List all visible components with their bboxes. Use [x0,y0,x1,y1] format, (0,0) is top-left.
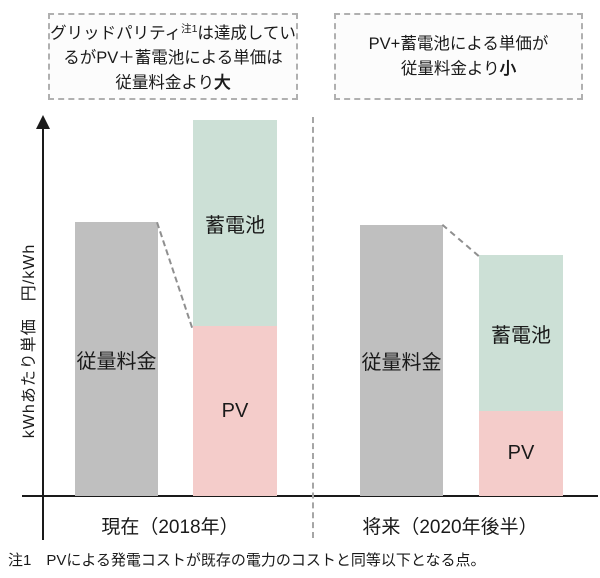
group-divider-dashed-line [312,117,314,538]
category-label-future: 将来（2020年後半） [362,517,538,538]
segment-current-battery: 蓄電池 [193,120,277,326]
y-axis-line [42,128,44,540]
callout-future-line2-pre: 従量料金より [400,59,500,78]
bar-future-pv-battery-stack: 蓄電池 PV [479,255,563,496]
bar-future-metered-tariff: 従量料金 [360,225,443,496]
footnote-ref-superscript: 注1 [181,22,198,35]
segment-future-pv: PV [479,411,563,496]
callout-current-line1: グリッドパリティ注1は達成してい [50,17,296,47]
callout-future-emphasis: 小 [499,59,517,78]
callout-current-emphasis: 大 [214,74,231,93]
connector-dashed-current [156,222,194,328]
segment-future-metered-tariff: 従量料金 [360,225,443,496]
x-axis-line [22,495,598,497]
callout-current-summary: グリッドパリティ注1は達成してい るがPV＋蓄電池による単価は 従量料金より大 [48,13,298,100]
bar-current-metered-tariff: 従量料金 [75,222,158,496]
segment-current-pv: PV [193,326,277,496]
bar-label-future-battery: 蓄電池 [491,324,551,347]
bar-label-current-pv: PV [221,399,249,422]
bar-label-future-metered-tariff: 従量料金 [361,352,442,374]
callout-future-line1: PV+蓄電池による単価が [368,34,549,53]
y-axis-arrow-icon [36,115,50,129]
callout-current-line2: るがPV＋蓄電池による単価は [63,49,283,68]
callout-current-line1-post: は達成してい [197,24,296,43]
callout-current-line3: 従量料金より大 [50,71,296,96]
connector-dashed-future [441,224,480,257]
callout-current-line1-pre: グリッドパリティ [50,24,182,43]
bar-label-current-battery: 蓄電池 [205,214,265,237]
y-axis-label: kWhあたり単価 円/kWh [21,243,38,439]
bar-label-future-pv: PV [507,442,535,464]
footnote-text: 注1 PVによる発電コストが既存の電力のコストと同等以下となる点。 [8,552,486,569]
category-label-current: 現在（2018年） [101,517,239,538]
callout-future-summary: PV+蓄電池による単価が 従量料金より小 [334,13,583,100]
segment-future-battery: 蓄電池 [479,255,563,411]
callout-future-line2: 従量料金より小 [336,57,581,82]
bar-label-current-metered-tariff: 従量料金 [76,350,157,373]
segment-current-metered-tariff: 従量料金 [75,222,158,496]
bar-current-pv-battery-stack: 蓄電池 PV [193,120,277,496]
callout-current-line3-pre: 従量料金より [115,74,215,93]
